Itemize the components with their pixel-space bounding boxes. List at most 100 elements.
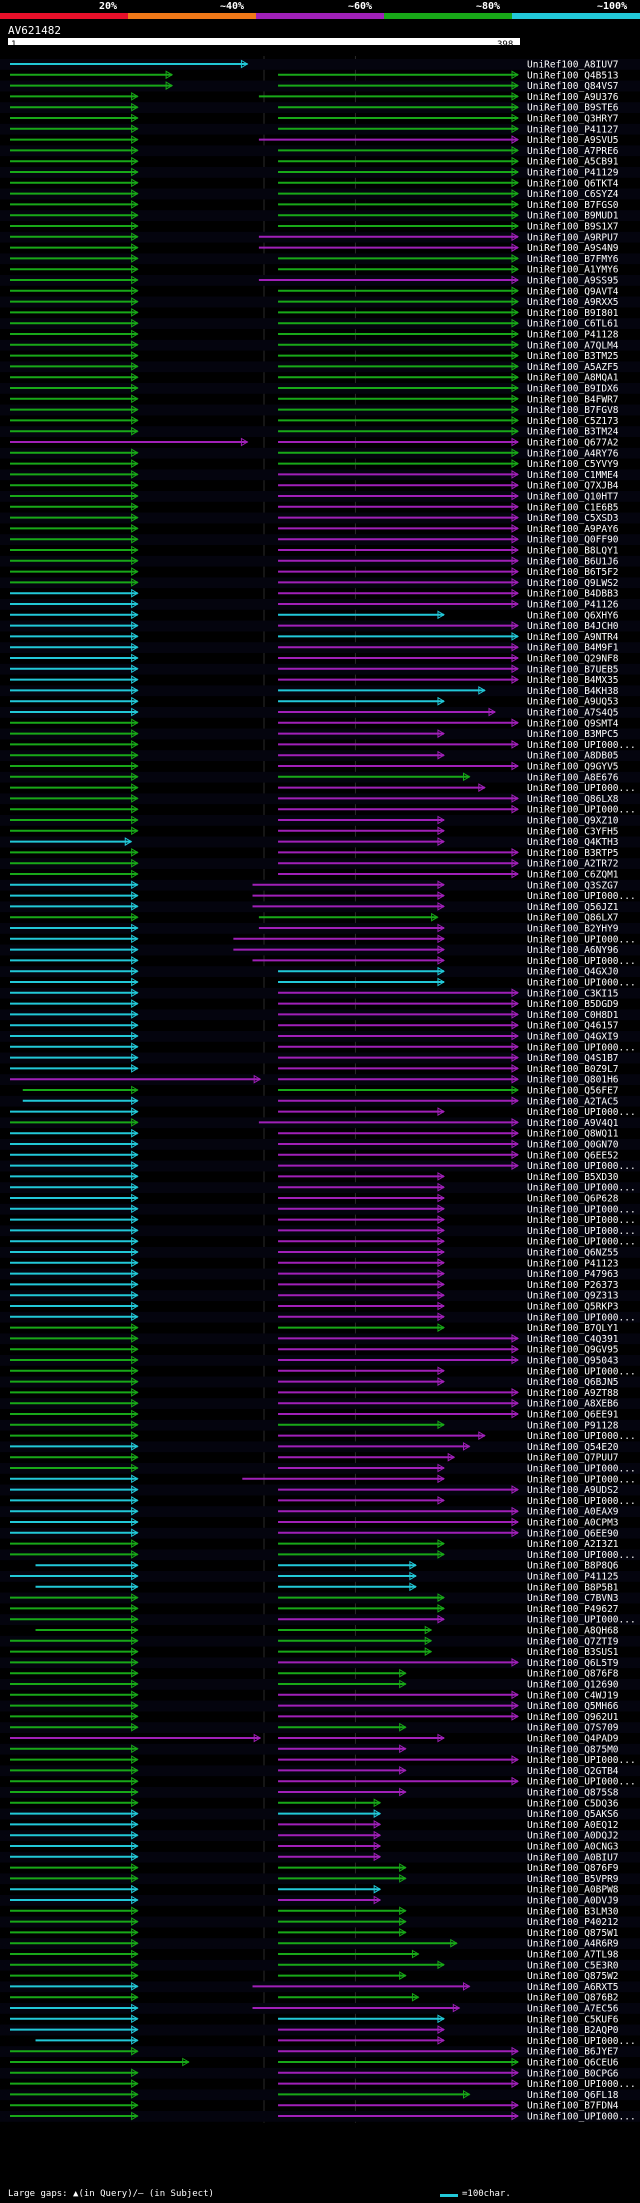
hit-arrowhead — [131, 394, 139, 404]
hit-label: UniRef100_C4WJ19 — [527, 1690, 619, 1701]
hit-arrowhead — [511, 2079, 519, 2088]
hit-arrowhead — [409, 1571, 417, 1581]
hit-label: UniRef100_UPI000... — [527, 1464, 636, 1475]
hit-arrowhead — [131, 599, 139, 609]
hit-arrowhead — [131, 1971, 139, 1980]
hit-arrowhead — [131, 102, 139, 112]
hit-label: UniRef100_UPI000... — [527, 1183, 636, 1194]
hit-arrowhead — [511, 394, 519, 404]
hit-arrowhead — [131, 1312, 139, 1322]
hit-arrowhead — [253, 1733, 262, 1743]
hit-label: UniRef100_A9U376 — [527, 92, 619, 103]
hit-arrowhead — [131, 761, 139, 771]
hit-arrowhead — [373, 1841, 382, 1851]
hit-arrowhead — [131, 891, 139, 900]
hit-arrowhead — [511, 1053, 519, 1062]
hit-arrowhead — [165, 81, 174, 90]
hit-label: UniRef100_Q0FF90 — [527, 535, 619, 546]
hit-label: UniRef100_Q10HT7 — [527, 492, 619, 503]
hit-label: UniRef100_B4JCH0 — [527, 621, 619, 632]
hit-arrowhead — [131, 578, 139, 587]
hit-label: UniRef100_B5VPR9 — [527, 1874, 619, 1885]
legend-label: ~80% — [476, 1, 501, 12]
hit-label: UniRef100_Q5RKP3 — [527, 1302, 619, 1313]
hit-arrowhead — [437, 1593, 445, 1602]
hit-arrowhead — [511, 1031, 519, 1041]
hit-arrowhead — [131, 1085, 139, 1095]
hit-arrowhead — [131, 1010, 139, 1019]
hit-label: UniRef100_A0BPW8 — [527, 1885, 619, 1896]
hit-arrowhead — [511, 642, 519, 652]
hit-arrowhead — [437, 1226, 445, 1235]
hit-label: UniRef100_A7EC56 — [527, 2004, 619, 2015]
hit-arrowhead — [431, 912, 439, 922]
hit-arrowhead — [437, 1301, 445, 1311]
hit-label: UniRef100_C4Q391 — [527, 1334, 619, 1345]
hit-label: UniRef100_Q6EE91 — [527, 1410, 619, 1421]
hit-arrowhead — [131, 329, 139, 339]
hit-arrowhead — [511, 470, 519, 479]
hit-label: UniRef100_B7FDN4 — [527, 2101, 619, 2112]
hit-label: UniRef100_UPI000... — [527, 1431, 636, 1442]
hit-arrowhead — [131, 264, 139, 274]
hit-label: UniRef100_Q5MH66 — [527, 1701, 619, 1712]
hit-arrowhead — [131, 1560, 139, 1570]
hit-arrowhead — [511, 1128, 519, 1138]
hit-label: UniRef100_Q6TKT4 — [527, 178, 619, 189]
hit-arrowhead — [437, 956, 445, 965]
hit-arrowhead — [131, 1323, 139, 1332]
hit-arrowhead — [131, 1128, 139, 1138]
hit-arrowhead — [511, 1485, 519, 1494]
hit-arrowhead — [511, 437, 519, 447]
hit-arrowhead — [424, 1636, 433, 1646]
hit-label: UniRef100_UPI000... — [527, 1312, 636, 1323]
hit-label: UniRef100_A9SS95 — [527, 276, 619, 287]
hit-label: UniRef100_B4KH38 — [527, 686, 619, 697]
hit-arrowhead — [131, 1301, 139, 1311]
hit-label: UniRef100_A2I3Z1 — [527, 1539, 619, 1550]
hit-arrowhead — [240, 59, 249, 69]
hit-label: UniRef100_A2TR72 — [527, 859, 619, 870]
hit-arrowhead — [131, 426, 139, 436]
hit-label: UniRef100_UPI000... — [527, 891, 636, 902]
hit-label: UniRef100_Q677A2 — [527, 438, 619, 449]
hit-arrowhead — [511, 480, 519, 490]
hit-label: UniRef100_B6U1J6 — [527, 556, 619, 567]
hit-arrowhead — [511, 653, 519, 663]
hit-arrowhead — [511, 1150, 519, 1160]
hit-arrowhead — [131, 1658, 139, 1667]
hit-arrowhead — [131, 1625, 139, 1635]
hit-label: UniRef100_UPI000... — [527, 1474, 636, 1485]
hit-arrowhead — [511, 567, 519, 576]
hit-arrowhead — [131, 934, 139, 944]
hit-arrowhead — [511, 848, 519, 857]
hit-arrowhead — [131, 167, 139, 177]
hit-arrowhead — [131, 945, 139, 954]
hit-label: UniRef100_A9RPU7 — [527, 232, 619, 243]
hit-arrowhead — [511, 1701, 519, 1710]
hit-label: UniRef100_UPI000... — [527, 1550, 636, 1561]
hit-arrowhead — [131, 1949, 139, 1959]
hit-arrowhead — [437, 1182, 445, 1192]
hit-label: UniRef100_Q29NF8 — [527, 654, 619, 665]
hit-arrowhead — [131, 1917, 139, 1926]
hit-arrowhead — [511, 1096, 519, 1106]
hit-arrowhead — [131, 1409, 139, 1419]
hit-label: UniRef100_Q3HRY7 — [527, 114, 619, 125]
hit-arrowhead — [131, 1215, 139, 1224]
hit-label: UniRef100_Q9GYV5 — [527, 762, 619, 773]
hit-arrowhead — [511, 1388, 519, 1397]
hit-arrowhead — [131, 1118, 139, 1127]
scale-key-bar — [440, 2194, 458, 2197]
hit-arrowhead — [131, 1226, 139, 1235]
hit-arrowhead — [511, 1776, 519, 1786]
hit-label: UniRef100_B9IDX6 — [527, 384, 619, 395]
hit-arrowhead — [131, 318, 139, 328]
hit-arrowhead — [411, 1949, 420, 1959]
hit-label: UniRef100_Q8WQ11 — [527, 1129, 619, 1140]
hit-label: UniRef100_Q9Z313 — [527, 1291, 619, 1302]
hit-arrowhead — [424, 1625, 433, 1635]
hit-label: UniRef100_A1YMY6 — [527, 265, 619, 276]
hit-arrowhead — [131, 1355, 139, 1365]
hit-arrowhead — [399, 1744, 407, 1754]
